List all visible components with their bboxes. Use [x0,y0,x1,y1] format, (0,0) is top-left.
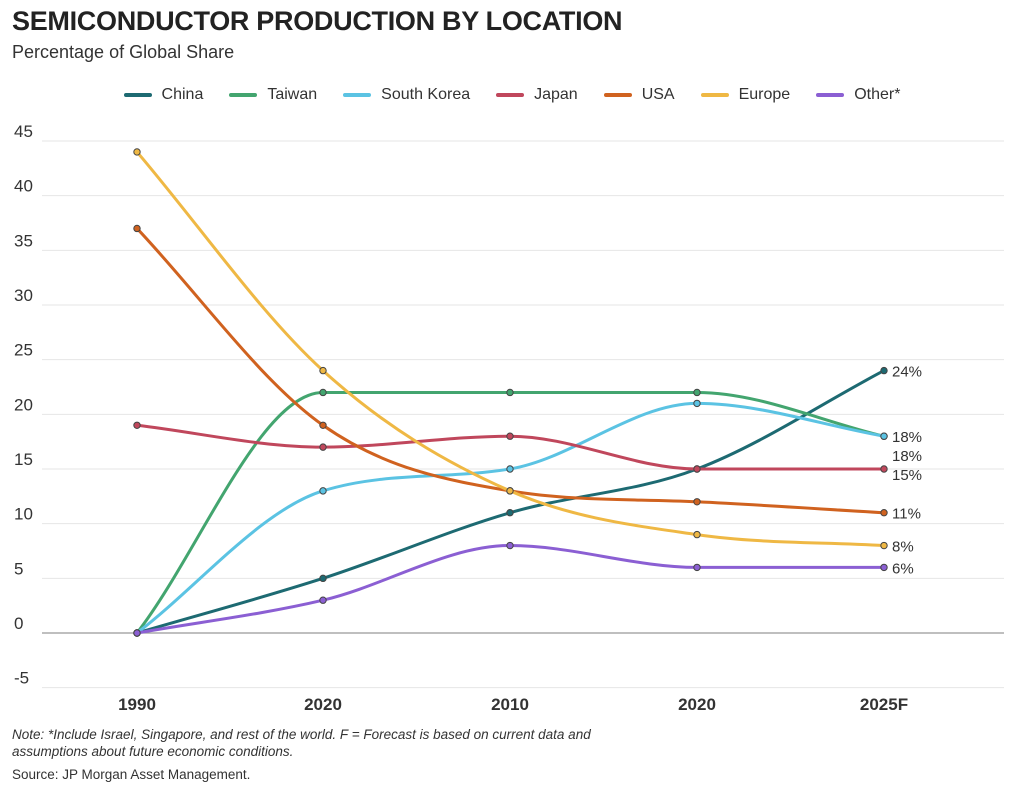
end-value-label: 15% [892,467,922,484]
x-tick-label: 2010 [491,695,529,714]
legend-label: Japan [534,86,578,103]
legend-item: Taiwan [229,86,317,104]
series-japan [133,421,888,473]
x-tick-label: 2025F [860,695,908,714]
data-point [880,432,888,440]
end-value-label: 8% [892,539,914,556]
chart-source: Source: JP Morgan Asset Management. [12,767,251,782]
y-tick-label: 25 [14,341,33,360]
legend-swatch [496,93,525,97]
data-point [693,563,701,572]
legend-label: Europe [738,86,791,103]
legend-label: USA [641,86,675,103]
y-tick-label: -5 [14,669,29,688]
y-tick-label: 0 [14,614,23,633]
end-value-label: 24% [892,364,922,381]
chart-title: SEMICONDUCTOR PRODUCTION BY LOCATION [12,6,623,36]
y-tick-label: 35 [14,231,33,250]
legend-item: South Korea [343,86,470,104]
y-tick-label: 15 [14,450,33,469]
chart-subtitle: Percentage of Global Share [12,42,235,62]
legend-label: China [161,86,204,103]
data-point [319,443,327,451]
data-point [319,421,327,429]
y-tick-label: 10 [14,505,33,524]
data-point [693,388,701,397]
data-point [133,629,141,637]
legend-swatch [343,93,372,97]
legend-swatch [603,93,632,97]
x-tick-label: 1990 [118,695,156,714]
data-point [693,465,701,473]
data-point [319,487,327,495]
line-chart: 45 40 35 30 25 20 15 10 5 0 -5 1990 2020 2010 2020 2025… [14,122,1004,714]
y-tick-label: 45 [14,122,33,141]
legend-swatch [229,93,258,97]
legend-swatch [123,93,152,97]
legend-swatch [700,93,729,97]
gridlines: 45 40 35 30 25 20 15 10 5 0 -5 [14,122,1004,689]
data-point [506,465,514,473]
legend-item: Europe [700,86,791,104]
series-line-usa [135,226,886,515]
y-tick-label: 5 [14,559,23,578]
series-line-other [135,544,886,635]
data-point [880,509,888,517]
end-value-label: 18% [892,448,922,465]
x-tick-label: 2020 [678,695,716,714]
data-point [880,541,888,550]
legend-item: Japan [496,86,578,104]
data-point [319,366,327,375]
legend-label: South Korea [381,86,471,103]
series-europe [133,148,888,550]
data-point [693,530,701,539]
legend-label: Taiwan [267,86,318,103]
data-point [880,366,888,375]
series-line-europe [135,150,886,548]
data-point [506,388,514,397]
y-tick-label: 40 [14,177,33,196]
end-labels: 24% 18% 18% 15% 11% 8% 6% [892,364,922,578]
legend-item: Other* [816,86,900,104]
data-point [506,541,514,550]
data-point [133,224,141,233]
data-point [693,498,701,506]
end-value-label: 18% [892,429,922,446]
series-china [133,366,888,637]
data-point [133,421,141,429]
data-point [506,509,514,517]
data-point [319,574,327,583]
data-point [506,432,514,440]
data-point [319,596,327,604]
series-usa [133,224,888,517]
x-tick-label: 2020 [304,695,342,714]
end-value-label: 11% [892,506,921,523]
legend-swatch [816,93,845,97]
y-tick-label: 30 [14,286,33,305]
chart-legend: China Taiwan South Korea Japan USA Europe Othe… [0,84,1024,106]
series-other [133,541,888,637]
data-point [880,563,888,572]
legend-item: USA [603,86,675,104]
series-line-china [135,369,886,635]
data-point [506,487,514,495]
series-south-korea [133,399,888,637]
data-point [319,388,327,397]
end-value-label: 6% [892,560,914,577]
data-point [693,399,701,408]
y-tick-label: 20 [14,395,33,414]
data-point [133,148,141,156]
legend-item: China [123,86,204,104]
legend-label: Other* [854,86,901,103]
series-line-taiwan [135,390,886,635]
data-point [880,465,888,473]
chart-note: Note: *Include Israel, Singapore, and re… [12,727,591,759]
x-axis: 1990 2020 2010 2020 2025F [118,695,908,714]
